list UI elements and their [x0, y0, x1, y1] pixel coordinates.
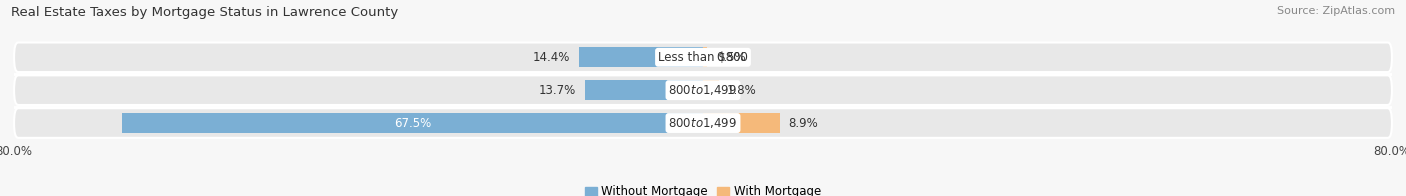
Legend: Without Mortgage, With Mortgage: Without Mortgage, With Mortgage: [585, 185, 821, 196]
Text: 8.9%: 8.9%: [789, 117, 818, 130]
FancyBboxPatch shape: [14, 108, 1392, 138]
Text: 14.4%: 14.4%: [533, 51, 571, 64]
Text: Real Estate Taxes by Mortgage Status in Lawrence County: Real Estate Taxes by Mortgage Status in …: [11, 6, 398, 19]
Text: $800 to $1,499: $800 to $1,499: [668, 116, 738, 130]
Bar: [579, 47, 703, 67]
Text: 0.5%: 0.5%: [716, 51, 745, 64]
Text: Less than $800: Less than $800: [658, 51, 748, 64]
Text: $800 to $1,499: $800 to $1,499: [668, 83, 738, 97]
FancyBboxPatch shape: [14, 75, 1392, 105]
Bar: [703, 47, 707, 67]
Text: 1.8%: 1.8%: [727, 84, 756, 97]
Bar: [703, 113, 780, 133]
Text: 67.5%: 67.5%: [394, 117, 432, 130]
Text: 13.7%: 13.7%: [538, 84, 576, 97]
Bar: [703, 80, 718, 100]
Bar: [585, 80, 703, 100]
Text: Source: ZipAtlas.com: Source: ZipAtlas.com: [1277, 6, 1395, 16]
FancyBboxPatch shape: [14, 43, 1392, 72]
Bar: [122, 113, 703, 133]
